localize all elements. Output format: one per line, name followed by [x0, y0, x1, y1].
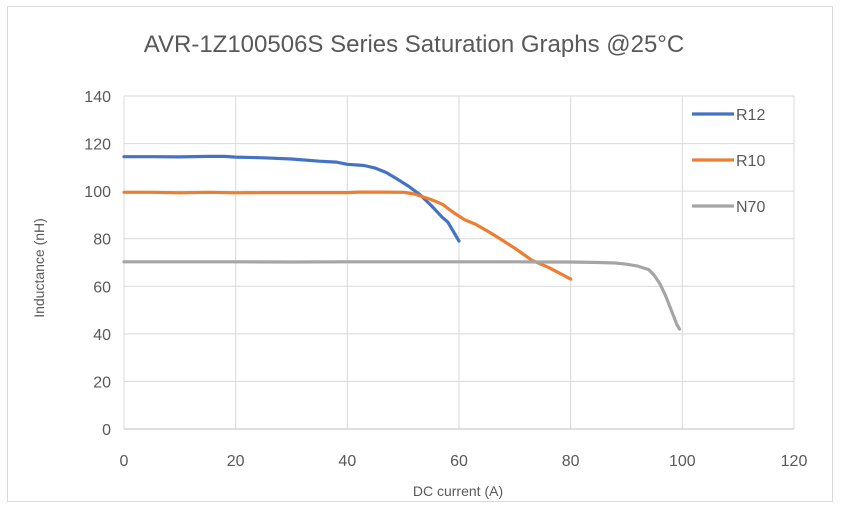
y-tick-label: 0 — [102, 422, 111, 439]
x-tick-label: 40 — [338, 453, 356, 470]
x-axis-label: DC current (A) — [413, 483, 503, 499]
y-tick-label: 80 — [93, 232, 111, 249]
chart-svg: AVR-1Z100506S Series Saturation Graphs @… — [31, 31, 807, 499]
y-axis-label: Inductance (nH) — [31, 218, 47, 318]
y-tick-label: 120 — [84, 137, 111, 154]
y-tick-label: 40 — [93, 327, 111, 344]
y-tick-label: 100 — [84, 184, 111, 201]
legend-label-n70: N70 — [736, 199, 765, 216]
y-tick-label: 140 — [84, 89, 111, 106]
x-tick-label: 80 — [562, 453, 580, 470]
series-line-r12 — [122, 154, 461, 243]
legend-label-r10: R10 — [736, 153, 765, 170]
x-tick-label: 0 — [120, 453, 129, 470]
y-tick-label: 60 — [93, 279, 111, 296]
series-line-n70 — [122, 260, 682, 331]
y-tick-label: 20 — [93, 374, 111, 391]
legend-label-r12: R12 — [736, 107, 765, 124]
chart-frame: AVR-1Z100506S Series Saturation Graphs @… — [7, 6, 833, 502]
x-tick-label: 60 — [450, 453, 468, 470]
x-tick-label: 20 — [227, 453, 245, 470]
x-tick-label: 100 — [669, 453, 696, 470]
axes: 0 20 40 60 80 100 120 140 0 20 40 60 80 100 120 — [84, 89, 807, 470]
legend: R12 R10 N70 — [692, 107, 765, 216]
gridlines — [123, 95, 795, 429]
series-layer — [122, 154, 682, 331]
x-tick-label: 120 — [781, 453, 808, 470]
chart-title: AVR-1Z100506S Series Saturation Graphs @… — [144, 31, 684, 58]
